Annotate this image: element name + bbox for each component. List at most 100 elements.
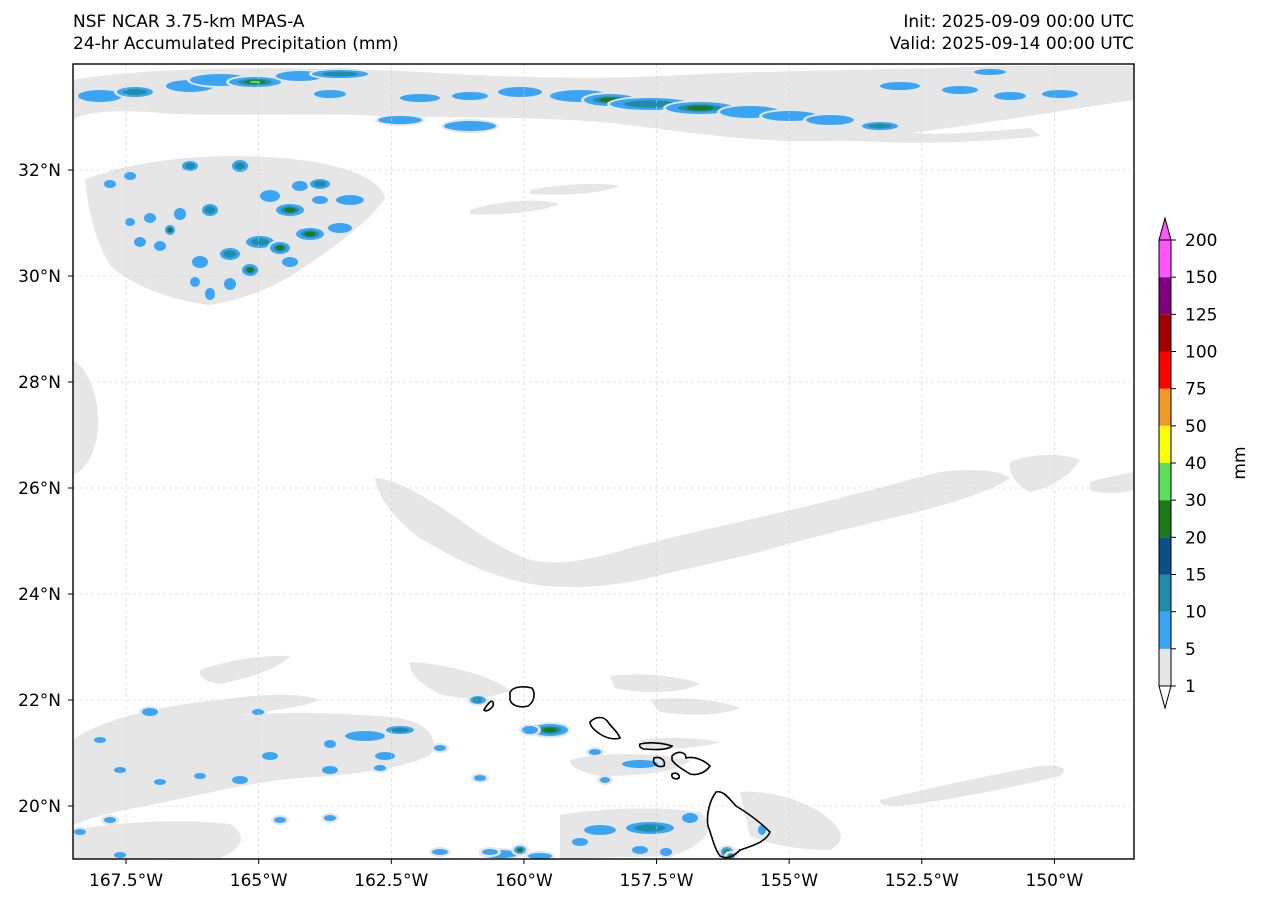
colorbar-tick-label: 150	[1185, 268, 1217, 288]
lon-tick-label: 157.5°W	[620, 871, 694, 891]
lon-tick-label: 152.5°W	[885, 871, 959, 891]
precip-cell	[151, 239, 169, 253]
precip-cell	[121, 170, 139, 182]
lat-tick-label: 20°N	[18, 797, 61, 817]
precip-cell	[431, 743, 449, 753]
colorbar-segment	[1159, 277, 1171, 315]
header-right: Init: 2025-09-09 00:00 UTC Valid: 2025-0…	[890, 11, 1134, 55]
precip-cell	[859, 120, 901, 132]
colorbar-extend-min	[1158, 685, 1172, 710]
precip-cell	[111, 765, 129, 775]
precip-cell	[597, 775, 613, 785]
colorbar-tick-label: 15	[1185, 566, 1207, 586]
precip-cell	[471, 773, 489, 783]
coastlines	[483, 686, 771, 859]
precip-cell	[581, 823, 619, 837]
colorbar-tick-label: 10	[1185, 603, 1207, 623]
precip-cell	[101, 178, 119, 190]
precip-cell	[114, 85, 156, 99]
precip-cell	[1039, 88, 1081, 100]
colorbar-tick-label: 200	[1185, 231, 1217, 251]
colorbar-tick-label: 40	[1185, 454, 1207, 474]
precip-cell	[372, 750, 398, 762]
precip-cell	[333, 193, 367, 207]
latitude-ticks: 20°N 22°N 24°N 26°N 28°N 30°N 32°N	[18, 161, 73, 817]
precip-cell	[321, 738, 339, 750]
island-molokai	[638, 742, 674, 751]
precip-cell	[803, 113, 857, 127]
lon-tick-label: 150°W	[1026, 871, 1084, 891]
precip-cell	[91, 735, 109, 745]
lat-tick-label: 26°N	[18, 479, 61, 499]
field-title: 24-hr Accumulated Precipitation (mm)	[73, 34, 399, 54]
precip-cell	[619, 758, 661, 770]
precip-cell	[586, 747, 604, 757]
lat-tick-label: 24°N	[18, 585, 61, 605]
precip-cell	[429, 847, 451, 857]
colorbar-segment	[1159, 425, 1171, 463]
precip-cell	[311, 88, 349, 100]
lon-tick-label: 167.5°W	[89, 871, 163, 891]
precip-cell	[511, 844, 529, 856]
precip-cell	[162, 223, 178, 237]
precip-cell	[226, 75, 284, 89]
precip-cell	[191, 771, 209, 781]
colorbar-segment	[1159, 648, 1171, 686]
island-lanai	[652, 756, 666, 768]
lat-tick-label: 22°N	[18, 691, 61, 711]
header-left: NSF NCAR 3.75-km MPAS-A 24-hr Accumulate…	[73, 11, 399, 55]
colorbar-segment	[1159, 574, 1171, 612]
precip-cell	[495, 85, 545, 99]
precip-cells	[73, 67, 1081, 859]
model-title: NSF NCAR 3.75-km MPAS-A	[73, 12, 305, 32]
island-hawaii	[706, 790, 771, 859]
precip-cell	[383, 724, 417, 736]
precip-cell	[289, 179, 311, 193]
precip-cell	[202, 286, 218, 302]
precip-cell	[257, 188, 283, 204]
precip-cell	[657, 846, 675, 858]
precip-cell	[122, 216, 138, 228]
precip-cell	[991, 90, 1029, 102]
lon-tick-label: 155°W	[760, 871, 818, 891]
precip-cell	[569, 836, 591, 848]
colorbar-tick-label: 1	[1185, 677, 1196, 697]
precip-cell	[877, 80, 923, 92]
island-kahoolawe	[671, 772, 680, 780]
precip-cell	[529, 722, 571, 738]
valid-time: Valid: 2025-09-14 00:00 UTC	[889, 34, 1134, 54]
island-kauai	[509, 686, 535, 708]
precip-cell	[479, 847, 501, 857]
lon-tick-label: 165°W	[230, 871, 288, 891]
precip-cell	[179, 159, 201, 173]
colorbar-label: mm	[1230, 446, 1250, 479]
lat-tick-label: 32°N	[18, 161, 61, 181]
island-maui	[671, 751, 712, 776]
precip-cell	[151, 777, 169, 787]
colorbar-tick-label: 30	[1185, 491, 1207, 511]
colorbar-tick-label: 5	[1185, 640, 1196, 660]
map-frame	[72, 63, 1135, 860]
map-gridlines	[73, 64, 1134, 859]
precip-cell	[679, 811, 701, 825]
colorbar-tick-label: 20	[1185, 528, 1207, 548]
map-area	[73, 64, 1134, 859]
colorbar-tick-label: 100	[1185, 343, 1217, 363]
lat-tick-label: 28°N	[18, 373, 61, 393]
precip-cell	[321, 813, 339, 823]
colorbar-segment	[1159, 388, 1171, 426]
precip-cell	[939, 84, 981, 96]
lat-tick-label: 30°N	[18, 267, 61, 287]
precip-cell	[623, 820, 677, 836]
precip-cell	[221, 276, 239, 292]
lon-tick-label: 160°W	[495, 871, 553, 891]
precip-cell	[319, 764, 341, 776]
colorbar-segment	[1159, 500, 1171, 538]
colorbar-tick-label: 50	[1185, 417, 1207, 437]
colorbar-segment	[1159, 240, 1171, 278]
precip-cell	[519, 724, 541, 736]
precip-cell	[187, 275, 203, 289]
colorbar-segment	[1159, 537, 1171, 575]
island-oahu	[589, 716, 622, 740]
